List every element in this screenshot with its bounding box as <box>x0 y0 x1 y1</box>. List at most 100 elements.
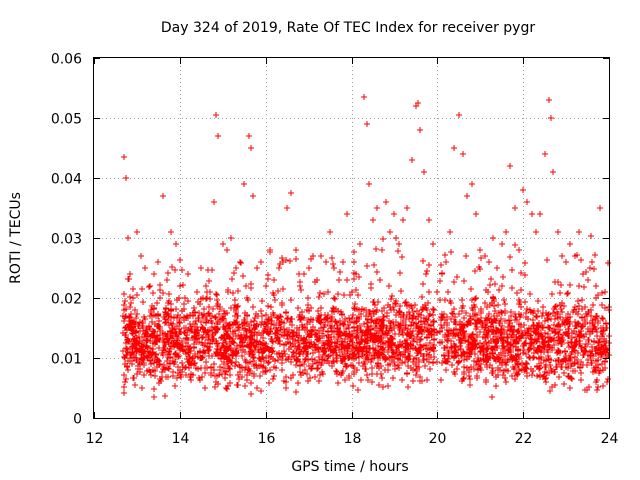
background-point <box>257 339 263 345</box>
background-point <box>325 354 331 360</box>
background-point <box>329 329 335 335</box>
background-point <box>573 334 579 340</box>
background-point <box>424 321 430 327</box>
data-point <box>567 241 573 247</box>
background-point <box>279 302 285 308</box>
background-point <box>590 369 596 375</box>
background-point <box>154 300 160 306</box>
background-point <box>242 321 248 327</box>
background-point <box>238 336 244 342</box>
background-point <box>571 343 577 349</box>
background-point <box>247 345 253 351</box>
background-point <box>209 313 215 319</box>
background-point <box>275 357 281 363</box>
background-point <box>465 321 471 327</box>
background-point <box>341 330 347 336</box>
background-point <box>501 368 507 374</box>
background-point <box>257 373 263 379</box>
background-point <box>434 330 440 336</box>
background-point <box>143 337 149 343</box>
background-point <box>165 300 171 306</box>
data-point <box>340 259 346 265</box>
background-point <box>482 325 488 331</box>
background-point <box>442 297 448 303</box>
y-tick-label: 0 <box>73 412 82 428</box>
background-point <box>200 325 206 331</box>
background-point <box>330 346 336 352</box>
background-point <box>325 316 331 322</box>
background-point <box>556 374 562 380</box>
background-point <box>393 312 399 318</box>
data-point <box>263 283 269 289</box>
background-point <box>227 380 233 386</box>
background-point <box>474 373 480 379</box>
background-point <box>206 304 212 310</box>
background-point <box>598 325 604 331</box>
background-point <box>137 361 143 367</box>
background-point <box>351 249 357 255</box>
background-point <box>575 350 581 356</box>
data-point <box>173 241 179 247</box>
background-point <box>311 341 317 347</box>
data-point <box>379 247 385 253</box>
background-point <box>376 382 382 388</box>
background-point <box>209 353 215 359</box>
background-point <box>221 335 227 341</box>
background-point <box>190 321 196 327</box>
background-point <box>448 316 454 322</box>
background-point <box>405 384 411 390</box>
background-point <box>177 257 183 263</box>
background-point <box>122 332 128 338</box>
background-point <box>335 308 341 314</box>
data-point <box>211 199 217 205</box>
background-point <box>391 325 397 331</box>
background-point <box>472 296 478 302</box>
background-point <box>483 359 489 365</box>
data-point <box>550 169 556 175</box>
data-point <box>430 241 436 247</box>
data-point <box>271 277 277 283</box>
background-point <box>190 355 196 361</box>
background-point <box>516 311 522 317</box>
background-point <box>388 296 394 302</box>
background-point <box>431 307 437 313</box>
background-point <box>146 284 152 290</box>
background-point <box>263 312 269 318</box>
background-point <box>288 359 294 365</box>
background-point <box>578 370 584 376</box>
background-point <box>408 342 414 348</box>
background-point <box>148 361 154 367</box>
background-point <box>591 266 597 272</box>
chart-title: Day 324 of 2019, Rate Of TEC Index for r… <box>161 20 535 36</box>
background-point <box>455 352 461 358</box>
background-point <box>416 364 422 370</box>
background-point <box>214 327 220 333</box>
background-point <box>214 373 220 379</box>
background-point <box>157 295 163 301</box>
background-point <box>174 297 180 303</box>
background-point <box>146 324 152 330</box>
background-point <box>134 311 140 317</box>
background-point <box>557 327 563 333</box>
background-point <box>324 358 330 364</box>
background-point <box>508 347 514 353</box>
data-point <box>516 247 522 253</box>
background-point <box>312 374 318 380</box>
background-point <box>202 385 208 391</box>
background-point <box>596 370 602 376</box>
background-point <box>235 382 241 388</box>
background-point <box>221 316 227 322</box>
background-point <box>200 349 206 355</box>
background-point <box>333 368 339 374</box>
background-point <box>215 319 221 325</box>
background-point <box>464 356 470 362</box>
background-point <box>376 351 382 357</box>
background-point <box>507 254 513 260</box>
data-point <box>215 133 221 139</box>
background-point <box>407 353 413 359</box>
background-point <box>325 338 331 344</box>
background-point <box>351 348 357 354</box>
background-point <box>196 335 202 341</box>
background-point <box>517 335 523 341</box>
background-point <box>530 368 536 374</box>
